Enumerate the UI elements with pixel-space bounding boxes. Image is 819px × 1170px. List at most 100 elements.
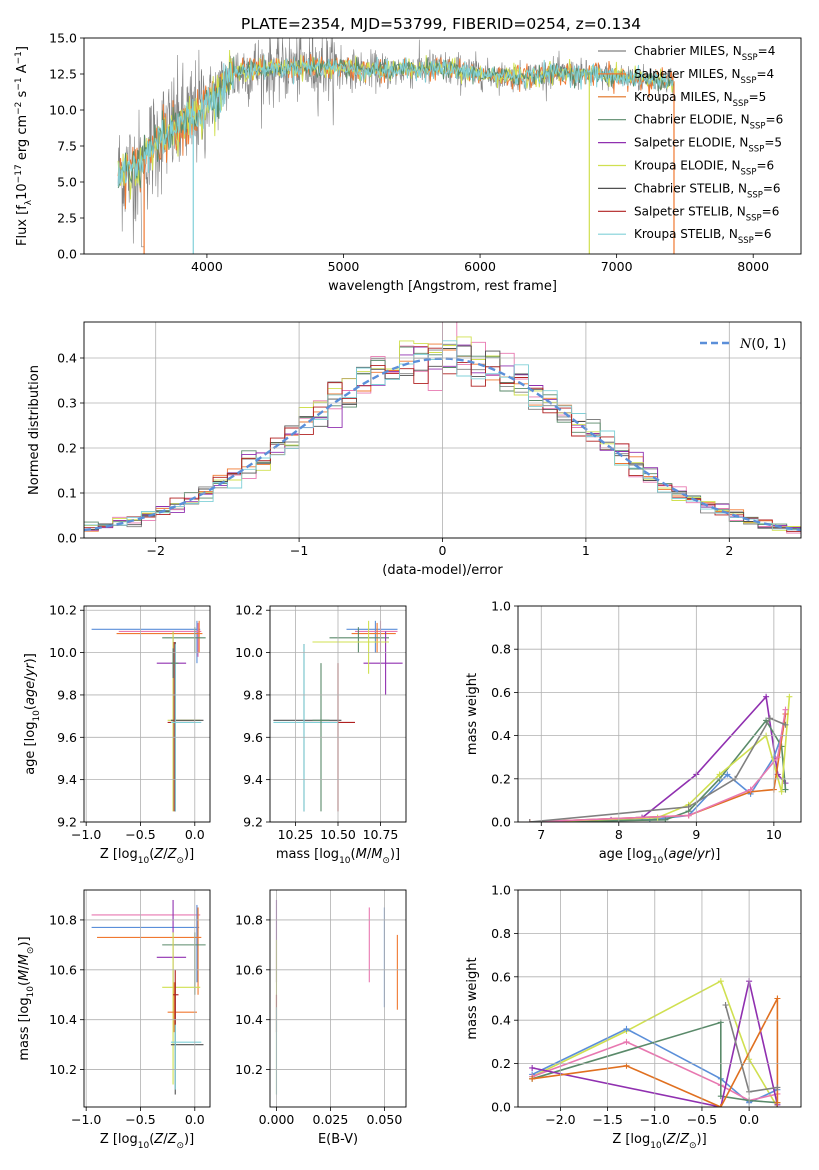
label-part: −17 xyxy=(14,164,24,183)
legend-sub: SSP xyxy=(750,122,766,132)
massweight-point xyxy=(774,995,781,1002)
label-part: ⊙ xyxy=(382,856,390,866)
label-part: s xyxy=(15,90,30,101)
figure-title: PLATE=2354, MJD=53799, FIBERID=0254, z=0… xyxy=(241,15,641,33)
massweight-point xyxy=(778,788,785,795)
plot-area xyxy=(91,620,206,812)
y-tick-label: 10.4 xyxy=(235,1012,263,1027)
spectrum-data-line xyxy=(117,38,674,248)
legend-n: =4 xyxy=(756,67,774,81)
label-part: age xyxy=(23,681,38,705)
y-tick-label: 0.6 xyxy=(491,969,511,984)
y-tick-label: 9.8 xyxy=(57,687,77,702)
x-tick-label: −0.5 xyxy=(125,1112,155,1127)
legend-label: Chabrier MILES, NSSP=4 xyxy=(634,44,775,63)
label-part: 10 xyxy=(15,183,30,200)
legend-sub: SSP xyxy=(746,213,762,223)
x-axis-label: (data-model)/error xyxy=(382,563,503,578)
axes-frame xyxy=(517,889,802,1108)
legend-label: Salpeter ELODIE, NSSP=5 xyxy=(634,136,782,155)
x-tick-label: −2.0 xyxy=(545,1112,575,1127)
label-part: yr xyxy=(696,847,712,862)
x-tick-label: 4000 xyxy=(191,259,223,274)
label-part: Normed distribution xyxy=(27,365,42,495)
plot-area xyxy=(275,899,398,1095)
label-part: erg cm xyxy=(15,115,30,164)
label-part: 10 xyxy=(32,710,42,722)
axes-frame xyxy=(269,889,407,1108)
y-tick-label: 1.0 xyxy=(491,883,511,898)
label-part: Z [log xyxy=(100,1132,138,1147)
x-axis-label: Z [log10(Z/Z⊙)] xyxy=(612,1132,706,1151)
label-part: ⊙ xyxy=(176,1141,184,1151)
label-part: age xyxy=(668,847,692,862)
plot-area xyxy=(117,38,675,254)
label-part: Z xyxy=(666,1132,677,1147)
label-part: mass [log xyxy=(276,847,339,862)
x-tick-label: −1.0 xyxy=(640,1112,670,1127)
y-tick-label: 9.6 xyxy=(57,730,77,745)
legend-sub: SSP xyxy=(747,190,763,200)
legend-n: =5 xyxy=(764,136,782,150)
y-tick-label: 15.0 xyxy=(49,31,77,46)
legend-name: Kroupa MILES, N xyxy=(634,90,733,104)
label-part: )] xyxy=(184,1132,194,1147)
massweight-point xyxy=(774,1099,781,1106)
y-tick-label: 9.2 xyxy=(243,815,263,830)
label-part: 10 xyxy=(650,1141,662,1151)
y-tick-label: 0.1 xyxy=(57,486,77,501)
x-tick-label: 10.75 xyxy=(363,827,399,842)
massweight-point xyxy=(774,1084,781,1091)
y-axis-label: mass [log10(M/M⊙)] xyxy=(17,936,36,1060)
label-part: / xyxy=(367,847,372,862)
legend-n: =5 xyxy=(749,90,767,104)
label-part: Z xyxy=(153,847,164,862)
plot-area xyxy=(91,899,206,1095)
y-tick-label: 10.4 xyxy=(49,1012,77,1027)
massweight-point xyxy=(763,693,770,700)
axes-mass_vs_ebv: 0.000 0.025 0.050 10.2 10.4 10.6 10.8 E(B-V) xyxy=(235,889,407,1147)
x-tick-label: 7000 xyxy=(601,259,633,274)
legend-name: N xyxy=(739,337,752,352)
plot-area xyxy=(526,693,793,822)
massweight-point xyxy=(774,754,781,761)
y-tick-label: 0.4 xyxy=(491,1013,511,1028)
legend-name: Salpeter STELIB, N xyxy=(634,204,746,218)
axes-frame xyxy=(269,605,407,823)
massweight-point xyxy=(724,771,731,778)
legend-n: =6 xyxy=(766,113,784,127)
x-tick-label: 0 xyxy=(439,543,447,558)
legend-n: =6 xyxy=(762,204,780,218)
x-tick-label: −1 xyxy=(290,543,308,558)
label-part: Z xyxy=(153,1132,164,1147)
axes-frame xyxy=(83,605,211,823)
label-part: ( xyxy=(17,981,32,986)
label-part: )] xyxy=(390,847,400,862)
label-part: M xyxy=(371,847,382,862)
label-part: Z [log xyxy=(100,847,138,862)
massweight-point xyxy=(654,814,661,821)
massweight-point xyxy=(717,978,724,985)
axes-age_vs_mass: 10.25 10.50 10.75 9.2 9.4 9.6 9.8 10.0 10.2 mass … xyxy=(235,603,407,866)
massweight-point xyxy=(747,786,754,793)
legend-name: Chabrier STELIB, N xyxy=(634,181,747,195)
legend-label: Chabrier ELODIE, NSSP=6 xyxy=(634,113,783,132)
x-axis-label: Z [log10(Z/Z⊙)] xyxy=(100,847,194,866)
y-tick-label: 0.2 xyxy=(491,771,511,786)
label-part: ( xyxy=(149,1132,154,1147)
x-tick-label: 7 xyxy=(537,827,545,842)
label-part: 10 xyxy=(652,856,664,866)
y-tick-label: 9.4 xyxy=(57,772,77,787)
label-part: Z xyxy=(167,1132,178,1147)
label-part: 10 xyxy=(138,856,150,866)
label-part: ( xyxy=(149,847,154,862)
x-tick-label: 0.000 xyxy=(259,1112,295,1127)
label-part: )] xyxy=(710,847,720,862)
y-tick-label: 10.8 xyxy=(49,912,77,927)
label-part: ( xyxy=(663,847,668,862)
legend-label: Kroupa STELIB, NSSP=6 xyxy=(634,227,772,246)
y-tick-label: 0.8 xyxy=(491,926,511,941)
x-tick-label: 8000 xyxy=(737,259,769,274)
legend-label: Salpeter MILES, NSSP=4 xyxy=(634,67,774,86)
x-tick-label: 5000 xyxy=(328,259,360,274)
